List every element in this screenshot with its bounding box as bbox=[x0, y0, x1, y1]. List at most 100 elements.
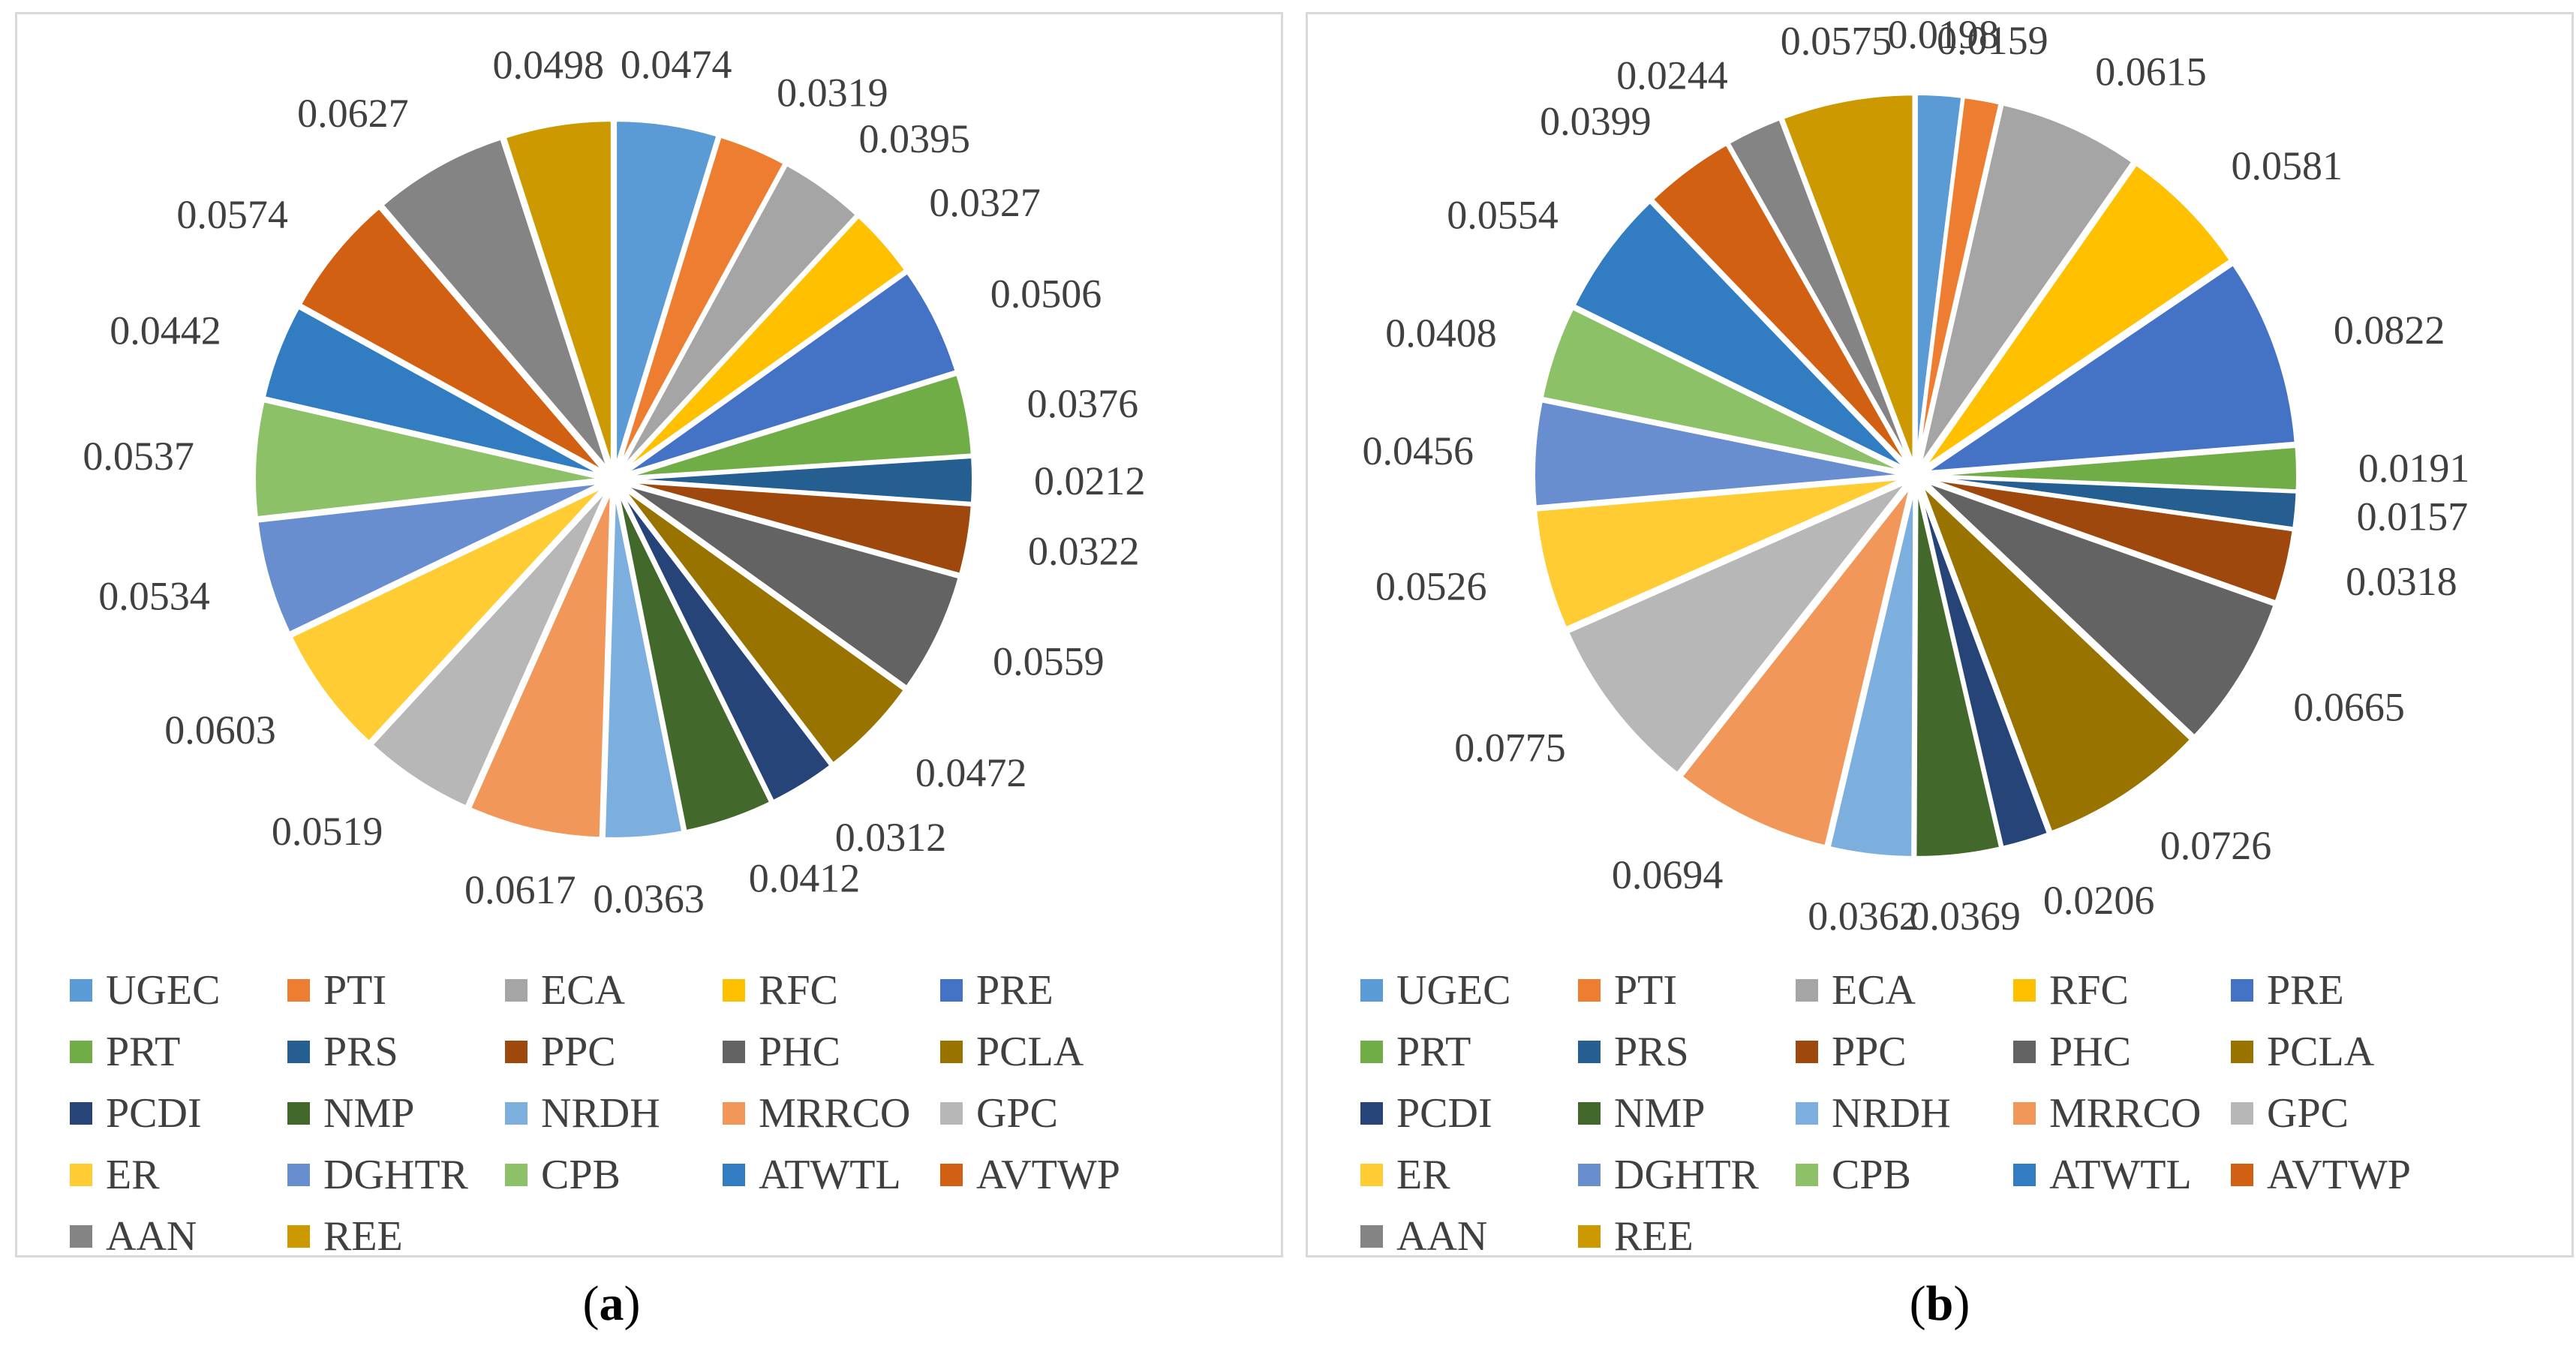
legend-item-a-phc: PHC bbox=[723, 1028, 940, 1076]
legend-item-a-pcla: PCLA bbox=[940, 1028, 1158, 1076]
slice-b-avtwp bbox=[1649, 142, 1911, 469]
legend-swatch bbox=[1796, 1102, 1818, 1125]
legend-item-b-prs: PRS bbox=[1578, 1028, 1796, 1076]
data-label-b-pre: 0.0822 bbox=[2334, 308, 2445, 353]
slice-a-ppc bbox=[624, 479, 974, 577]
legend-label: ER bbox=[106, 1152, 160, 1198]
slice-b-eca bbox=[1918, 102, 2136, 467]
legend-item-a-atwtl: ATWTL bbox=[723, 1151, 940, 1199]
legend-label: PPC bbox=[541, 1029, 616, 1075]
data-label-a-nmp: 0.0412 bbox=[749, 855, 861, 900]
data-label-b-mrrco: 0.0694 bbox=[1612, 852, 1724, 897]
legend-label: PRS bbox=[323, 1029, 398, 1075]
slice-a-eca bbox=[618, 162, 859, 472]
data-label-a-mrrco: 0.0617 bbox=[464, 867, 576, 912]
legend-swatch bbox=[1796, 979, 1818, 1002]
legend-row-a: PCDI NMP NRDH MRRCO GPC bbox=[70, 1083, 1255, 1144]
legend-item-b-prt: PRT bbox=[1360, 1028, 1578, 1076]
data-label-b-avtwp: 0.0399 bbox=[1540, 99, 1652, 144]
slice-b-ppc bbox=[1925, 476, 2296, 604]
data-label-b-gpc: 0.0775 bbox=[1454, 725, 1565, 770]
legend-swatch bbox=[2013, 979, 2036, 1002]
legend-swatch bbox=[1578, 979, 1601, 1002]
data-label-a-rfc: 0.0327 bbox=[929, 180, 1041, 225]
slice-b-pcla bbox=[1919, 483, 2194, 835]
legend-label: PRT bbox=[1396, 1029, 1471, 1075]
legend-label: PHC bbox=[759, 1029, 840, 1075]
legend-label: ECA bbox=[541, 967, 625, 1014]
legend-row-a: AAN REE bbox=[70, 1206, 1255, 1267]
slice-a-nrdh bbox=[602, 489, 685, 840]
data-label-a-atwtl: 0.0442 bbox=[110, 308, 221, 353]
legend-label: PHC bbox=[2049, 1029, 2131, 1075]
legend-swatch bbox=[1578, 1102, 1601, 1125]
slice-b-ree bbox=[1780, 92, 1916, 466]
slice-b-atwtl bbox=[1571, 199, 1909, 471]
slice-a-pti bbox=[616, 134, 787, 471]
legend-swatch bbox=[1360, 979, 1383, 1002]
legend-swatch bbox=[505, 979, 528, 1002]
legend-item-b-ree: REE bbox=[1578, 1212, 1796, 1260]
data-label-b-ree: 0.0575 bbox=[1781, 19, 1892, 64]
data-label-a-pcdi: 0.0312 bbox=[835, 815, 947, 860]
data-label-a-prt: 0.0376 bbox=[1027, 381, 1139, 426]
legend-label: NMP bbox=[1614, 1090, 1706, 1137]
legend-item-a-eca: ECA bbox=[505, 966, 723, 1014]
data-label-a-pcla: 0.0472 bbox=[915, 750, 1027, 795]
data-label-a-aan: 0.0627 bbox=[297, 91, 409, 136]
slice-a-pre bbox=[622, 270, 959, 476]
slice-a-avtwp bbox=[298, 205, 607, 474]
legend-swatch bbox=[287, 1041, 310, 1063]
legend-label: NRDH bbox=[1832, 1090, 1951, 1137]
slice-b-aan bbox=[1726, 116, 1913, 467]
data-label-a-pre: 0.0506 bbox=[990, 271, 1102, 316]
data-label-b-rfc: 0.0581 bbox=[2231, 143, 2343, 188]
legend-label: PTI bbox=[323, 967, 386, 1014]
slice-a-cpb bbox=[253, 398, 604, 520]
legend-item-b-pti: PTI bbox=[1578, 966, 1796, 1014]
slice-a-pcla bbox=[620, 485, 907, 767]
legend-swatch bbox=[2013, 1102, 2036, 1125]
data-label-a-cpb: 0.0537 bbox=[83, 434, 194, 479]
data-label-b-atwtl: 0.0554 bbox=[1447, 193, 1558, 238]
slice-b-pti bbox=[1916, 95, 2002, 466]
legend-row-a: ER DGHTR CPB ATWTL AVTWP bbox=[70, 1144, 1255, 1206]
caption-a-letter: a bbox=[599, 1276, 624, 1331]
legend-row-b: ER DGHTR CPB ATWTL AVTWP bbox=[1360, 1144, 2546, 1206]
legend-label: AVTWP bbox=[2267, 1152, 2411, 1198]
slice-a-atwtl bbox=[262, 305, 605, 477]
chart-panel-a: 0.0474 0.0319 0.0395 0.0327 0.0506 0.0376 0.02… bbox=[15, 12, 1283, 1260]
legend-label: REE bbox=[1614, 1213, 1694, 1260]
legend-swatch bbox=[2231, 1041, 2253, 1063]
legend-label: ATWTL bbox=[759, 1152, 901, 1198]
caption-a-open: ( bbox=[582, 1276, 600, 1331]
legend-item-b-ugec: UGEC bbox=[1360, 966, 1578, 1014]
legend-swatch bbox=[940, 1041, 963, 1063]
legend-swatch bbox=[2013, 1164, 2036, 1186]
slice-b-gpc bbox=[1565, 480, 1909, 777]
legend-label: MRRCO bbox=[759, 1090, 911, 1137]
caption-b: (b) bbox=[1827, 1275, 2052, 1332]
legend-item-a-dghtr: DGHTR bbox=[287, 1151, 505, 1199]
data-label-b-ppc: 0.0318 bbox=[2346, 559, 2457, 604]
legend-label: UGEC bbox=[106, 967, 221, 1014]
legend-swatch bbox=[287, 1102, 310, 1125]
data-label-b-eca: 0.0615 bbox=[2095, 50, 2207, 95]
slice-b-pcdi bbox=[1917, 485, 2051, 850]
legend-label: AAN bbox=[106, 1213, 197, 1260]
legend-item-a-nrdh: NRDH bbox=[505, 1089, 723, 1137]
legend-swatch bbox=[940, 1102, 963, 1125]
legend-item-a-pre: PRE bbox=[940, 966, 1158, 1014]
data-label-a-ugec: 0.0474 bbox=[621, 42, 732, 87]
legend-row-b: PRT PRS PPC PHC PCLA bbox=[1360, 1021, 2546, 1083]
legend-item-b-nrdh: NRDH bbox=[1796, 1089, 2013, 1137]
legend-item-b-er: ER bbox=[1360, 1151, 1578, 1199]
slice-a-phc bbox=[622, 482, 962, 690]
legend-swatch bbox=[287, 1164, 310, 1186]
legend-item-b-cpb: CPB bbox=[1796, 1151, 2013, 1199]
legend-swatch bbox=[1578, 1164, 1601, 1186]
legend-swatch bbox=[1360, 1164, 1383, 1186]
slice-a-rfc bbox=[621, 214, 909, 474]
slice-a-er bbox=[288, 484, 607, 745]
